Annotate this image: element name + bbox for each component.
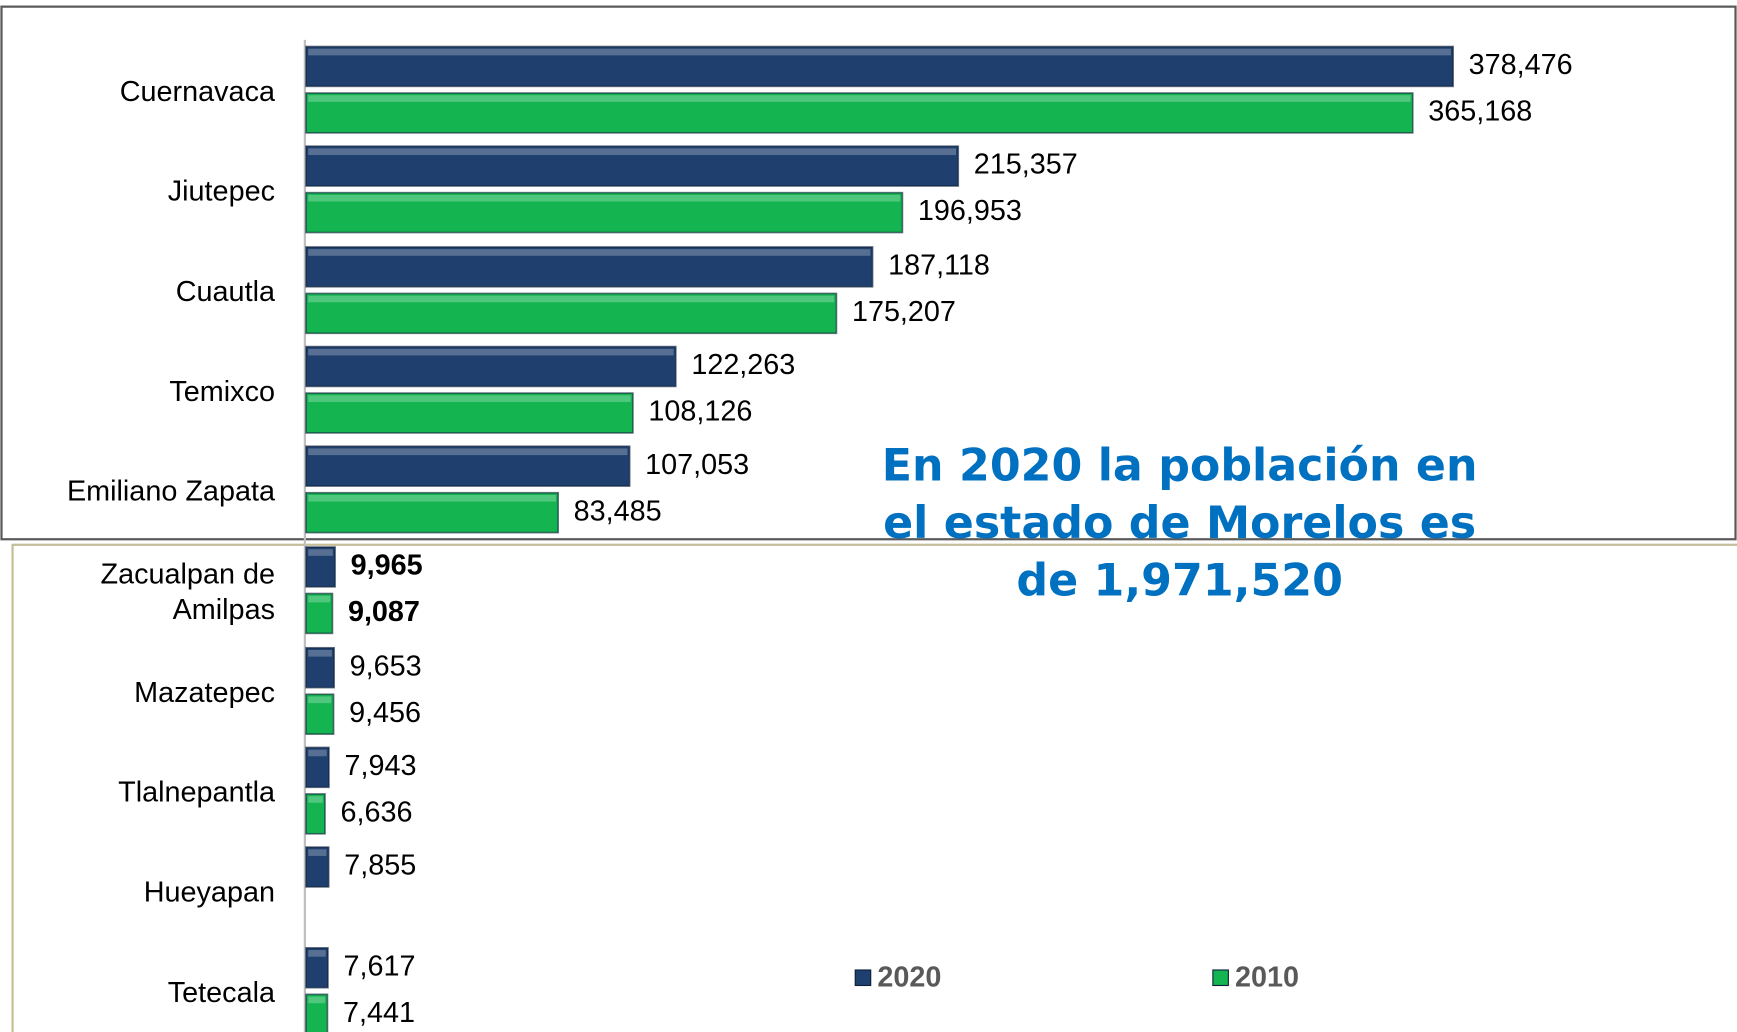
bar bbox=[305, 292, 838, 335]
bar-highlight bbox=[308, 95, 1411, 102]
category-label-box: Cuernavaca bbox=[119, 74, 275, 108]
legend-swatch bbox=[1212, 969, 1229, 987]
bar-highlight bbox=[308, 348, 674, 356]
bar bbox=[305, 993, 329, 1032]
bar-highlight bbox=[308, 194, 901, 202]
bar bbox=[305, 445, 631, 487]
category-label-box: Tetecala bbox=[167, 975, 275, 1009]
value-label: 108,126 bbox=[648, 396, 752, 428]
bar-highlight bbox=[308, 696, 332, 704]
bar-highlight bbox=[308, 996, 326, 1004]
bar bbox=[305, 246, 874, 288]
value-label: 187,118 bbox=[888, 249, 990, 281]
category-label: Mazatepec bbox=[134, 675, 275, 709]
value-label: 7,855 bbox=[344, 850, 416, 882]
value-label: 9,653 bbox=[350, 650, 422, 682]
value-label: 7,943 bbox=[344, 750, 416, 782]
bar bbox=[305, 592, 334, 635]
bar-highlight bbox=[308, 849, 327, 856]
bottom-frame bbox=[11, 543, 1737, 1032]
category-label-box: Jiutepec bbox=[167, 173, 275, 208]
bar bbox=[305, 546, 336, 588]
category-label-box: Hueyapan bbox=[143, 874, 275, 908]
value-label: 9,456 bbox=[349, 697, 421, 729]
bar-highlight bbox=[308, 395, 631, 402]
value-label: 365,168 bbox=[1428, 96, 1532, 128]
bar bbox=[305, 746, 330, 789]
bar bbox=[305, 947, 329, 989]
value-label: 7,441 bbox=[343, 997, 415, 1029]
category-label-box: Tlalnepantla bbox=[118, 775, 275, 809]
legend-label: 2020 bbox=[877, 961, 941, 993]
bar-highlight bbox=[308, 950, 326, 957]
bar bbox=[305, 45, 1454, 88]
annotation-box: En 2020 la población en el estado de Mor… bbox=[881, 440, 1478, 607]
category-label-box: Mazatepec bbox=[134, 675, 275, 709]
value-label: 122,263 bbox=[691, 349, 795, 381]
bar bbox=[305, 646, 336, 689]
bar-highlight bbox=[308, 48, 1451, 56]
category-label-box: Emiliano Zapata bbox=[66, 473, 275, 508]
bar-highlight bbox=[308, 295, 835, 303]
bar-highlight bbox=[308, 549, 333, 556]
category-label-box: Cuautla bbox=[175, 274, 275, 308]
bar-highlight bbox=[308, 249, 871, 256]
value-label: 107,053 bbox=[645, 449, 749, 481]
bar-highlight bbox=[308, 649, 332, 657]
bar-highlight bbox=[308, 796, 323, 803]
bar bbox=[305, 693, 335, 735]
bar-highlight bbox=[308, 148, 957, 156]
category-label: Tetecala bbox=[167, 975, 275, 1009]
bar bbox=[305, 793, 326, 835]
category-label-box: Zacualpan de Amilpas bbox=[100, 556, 275, 626]
bar bbox=[305, 491, 560, 534]
category-label-box: Temixco bbox=[169, 374, 275, 408]
bar bbox=[305, 345, 677, 388]
value-label: 378,476 bbox=[1469, 49, 1573, 81]
value-label: 175,207 bbox=[852, 296, 956, 328]
value-label: 83,485 bbox=[574, 495, 662, 527]
category-label: Zacualpan de Amilpas bbox=[100, 556, 275, 626]
category-label: Temixco bbox=[169, 374, 275, 408]
bar bbox=[305, 145, 960, 187]
category-label: Cuernavaca bbox=[119, 74, 275, 108]
bar-highlight bbox=[308, 595, 331, 603]
category-label: Jiutepec bbox=[167, 173, 275, 208]
category-label: Cuautla bbox=[175, 274, 275, 308]
value-label: 9,087 bbox=[348, 596, 420, 628]
bar bbox=[305, 392, 634, 434]
bar bbox=[305, 191, 904, 234]
legend-label: 2010 bbox=[1235, 961, 1299, 993]
value-label: 9,965 bbox=[351, 550, 423, 582]
bar-highlight bbox=[308, 494, 556, 502]
value-label: 196,953 bbox=[918, 195, 1022, 227]
bar bbox=[305, 846, 330, 888]
bar bbox=[305, 92, 1414, 134]
annotation: En 2020 la población en el estado de Mor… bbox=[881, 440, 1478, 607]
value-label: 6,636 bbox=[341, 796, 413, 828]
bar-highlight bbox=[308, 448, 628, 456]
value-label: 7,617 bbox=[343, 950, 415, 982]
category-label: Hueyapan bbox=[143, 874, 275, 908]
top-frame bbox=[0, 5, 1737, 541]
value-label: 215,357 bbox=[974, 149, 1078, 181]
bar-highlight bbox=[308, 749, 327, 757]
category-label: Emiliano Zapata bbox=[66, 473, 275, 508]
legend-swatch bbox=[854, 969, 872, 987]
category-label: Tlalnepantla bbox=[118, 775, 275, 809]
